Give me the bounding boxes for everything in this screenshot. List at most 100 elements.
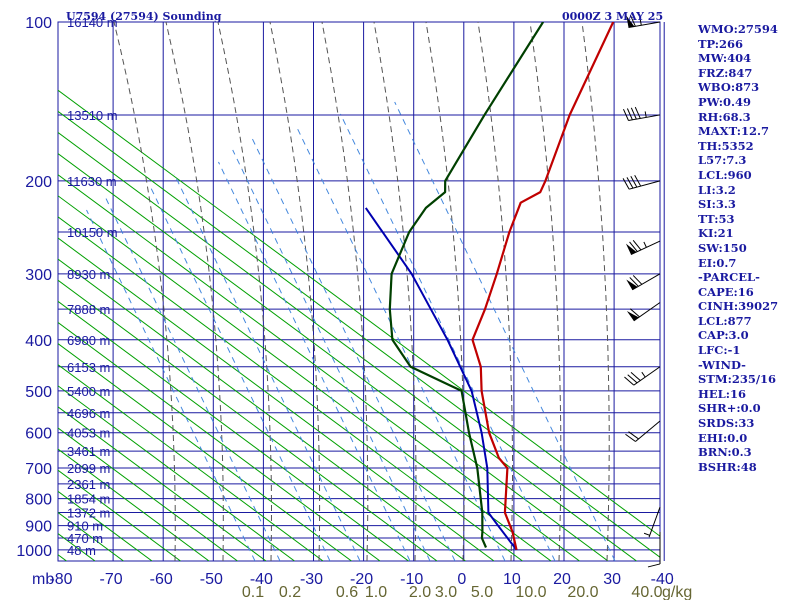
wind-barbs [622,14,661,568]
index-line: TH:5352 [698,138,754,153]
mixing-ratio-label: 20.0 [567,584,598,600]
height-label: 11630 m [67,174,117,189]
mixing-ratio-unit: g/kg [662,584,692,600]
height-label: 10150 m [67,225,118,240]
index-line: -PARCEL- [698,270,760,285]
mixing-ratio-line [232,149,431,561]
wind-barb-staff [632,273,661,291]
wind-barb-flag [626,108,633,121]
moist-adiabat [269,22,321,561]
index-line: LCL:960 [698,167,752,182]
wind-barb-flag [625,433,636,442]
temperature-line [471,22,615,551]
moist-adiabat [321,22,369,561]
station-title: U7594 (27594) Sounding [66,10,222,23]
wind-barb-pennant [626,279,638,290]
parcel-line [364,207,518,551]
dry-adiabat [58,385,295,561]
temperature-tick-label: -80 [49,571,72,588]
pressure-tick-label: 400 [25,333,52,350]
plot-frame [57,21,661,562]
wind-barb-pennant [625,243,637,255]
wind-barb-flag [629,14,636,27]
mixing-ratio-label: 2.0 [409,584,431,600]
temperature-tick-label: 0 [457,571,466,588]
temperature-tick-label: 30 [603,571,621,588]
dry-adiabat [58,469,181,561]
moist-adiabat [217,22,273,561]
pressure-tick-label: 900 [25,519,52,536]
wind-barb-flag [629,308,640,318]
wind-barb-flag [632,275,643,285]
temperature-tick-label: -40 [250,571,273,588]
temperature-tick-label: 20 [553,571,571,588]
wind-barb [622,106,661,121]
wind-barb-staff [633,302,661,322]
moist-adiabat [425,22,465,561]
mixing-ratio-label: 3.0 [435,584,457,600]
pressure-tick-label: 500 [25,384,52,401]
pressure-tick-label: 600 [25,426,52,443]
index-line: L57:7.3 [698,153,747,168]
index-line: TT:53 [698,211,735,226]
index-line: SHR+:0.0 [698,401,761,416]
wind-barb-flag [634,175,642,187]
temperature-tick-label: -40 [651,571,674,588]
mixing-ratio-label: 0.1 [242,584,264,600]
height-label: 4696 m [67,406,110,421]
mixing-ratio-label: 40.0 [631,584,662,600]
background-lines [58,22,660,561]
wind-barb-pennant [626,311,639,321]
dry-adiabat [58,216,523,561]
wind-barb-flag [622,109,629,121]
index-line: PW:0.49 [698,94,752,109]
index-line: MAXT:12.7 [698,124,769,139]
index-line: SRDS:33 [698,416,755,431]
index-line: LFC:-1 [698,343,741,358]
index-line: WBO:873 [698,80,760,95]
profile-lines [364,22,615,551]
dry-adiabat [58,406,267,561]
wind-barb-staff [635,420,661,442]
dewpoint-line [388,22,545,548]
mixing-ratio-line [394,101,616,561]
index-line: LCL:877 [698,313,752,328]
wind-barb [625,420,661,442]
wind-barb-staff [648,506,661,538]
wind-barb-staff [633,366,661,386]
dry-adiabat [58,131,637,561]
index-line: WMO:27594 [698,22,778,36]
wind-barb-flag [634,106,641,119]
mixing-ratio-label: 5.0 [471,584,493,600]
temperature-tick-label: -50 [200,571,223,588]
wind-barb-pennant [626,15,635,28]
temperature-tick-label: -20 [350,571,373,588]
dry-adiabat [58,427,238,561]
wind-barb [626,302,661,322]
wind-barb-flag [629,277,639,287]
moist-adiabat [113,22,176,561]
wind-barb-flag [628,431,639,440]
index-line: CINH:39027 [698,299,779,314]
pressure-tick-label: 100 [25,15,52,32]
wind-barb-flag [627,374,638,384]
height-label: 910 m [67,519,103,534]
index-line: EI:0.7 [698,255,737,270]
grid-layer [57,21,665,562]
height-label: 5400 m [67,384,110,399]
pressure-tick-label: 200 [25,174,52,191]
wind-barb-flag [632,239,642,251]
wind-barb [624,366,661,386]
index-line: HEL:16 [698,386,746,401]
height-label: 16140 m [67,15,118,30]
temperature-tick-label: -60 [150,571,173,588]
height-label: 4053 m [67,426,110,441]
wind-barb-flag [630,176,638,188]
dry-adiabat [58,195,552,561]
dry-adiabat [58,342,352,561]
index-line: EHI:0.0 [698,430,748,445]
height-label: 3461 m [67,444,110,459]
dry-adiabat [58,554,67,561]
height-label: 6980 m [67,333,110,348]
